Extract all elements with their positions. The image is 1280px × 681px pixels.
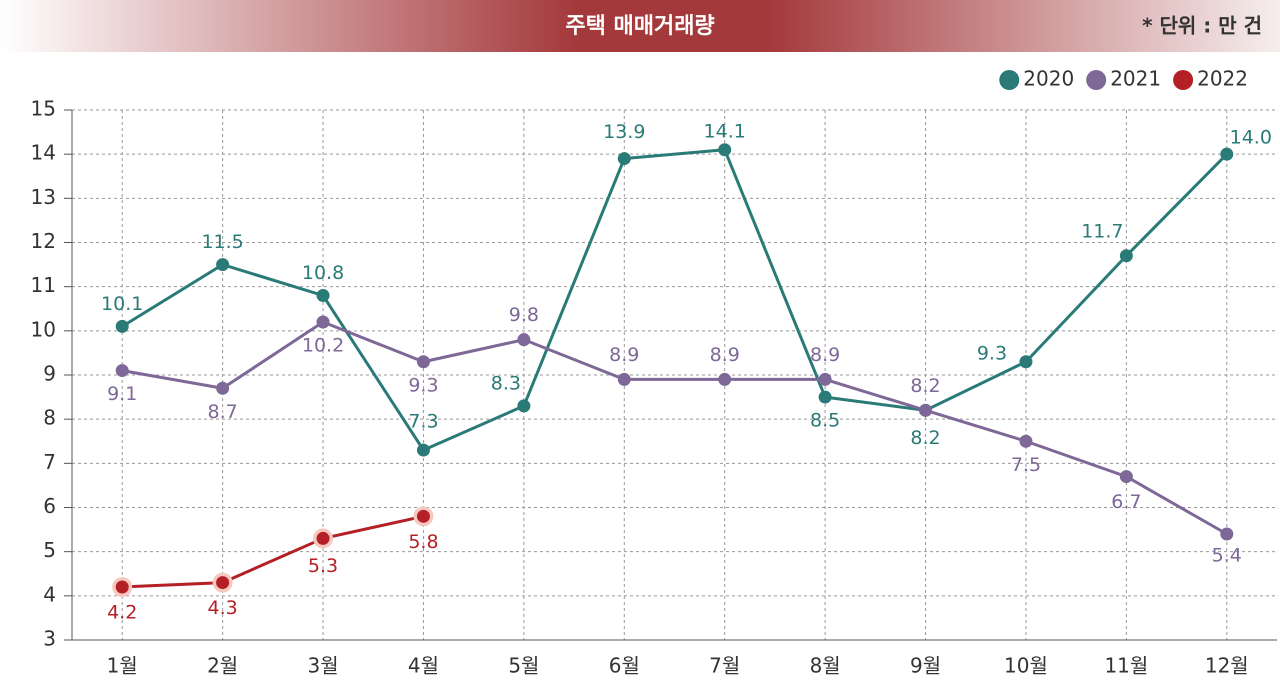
data-label: 14.0 — [1230, 127, 1272, 149]
y-tick-label: 10 — [31, 317, 56, 341]
data-label: 4.2 — [107, 602, 137, 624]
data-label: 8.9 — [609, 344, 639, 366]
legend-marker — [1173, 70, 1194, 90]
data-label: 4.3 — [208, 597, 238, 619]
y-tick-label: 6 — [43, 494, 56, 518]
legend-label: 2020 — [1023, 67, 1074, 91]
marker — [1119, 249, 1133, 263]
data-label: 8.7 — [208, 401, 238, 423]
marker — [115, 364, 129, 378]
marker — [316, 315, 330, 329]
series-line — [122, 514, 424, 589]
data-label: 10.8 — [302, 262, 344, 284]
y-tick-label: 12 — [31, 229, 56, 253]
marker — [818, 372, 832, 386]
y-tick-label: 9 — [43, 362, 56, 386]
data-label: 5.4 — [1212, 545, 1242, 567]
marker — [919, 403, 933, 417]
marker — [316, 531, 330, 545]
y-tick-label: 14 — [31, 141, 56, 165]
data-label: 5.3 — [308, 555, 338, 577]
legend-label: 2022 — [1197, 67, 1248, 91]
data-label: 8.9 — [810, 344, 840, 366]
y-tick-label: 8 — [43, 406, 56, 430]
data-label: 9.3 — [408, 374, 438, 396]
marker — [517, 333, 531, 347]
marker — [617, 372, 631, 386]
marker — [617, 152, 631, 166]
x-tick-label: 4월 — [408, 654, 439, 678]
data-label: 8.9 — [710, 344, 740, 366]
x-tick-label: 12월 — [1205, 654, 1249, 678]
data-label: 6.7 — [1111, 491, 1141, 513]
y-tick-label: 13 — [31, 185, 56, 209]
x-tick-label: 5월 — [508, 654, 539, 678]
marker — [316, 289, 330, 302]
marker — [818, 390, 832, 404]
legend-marker — [1086, 70, 1107, 90]
marker — [718, 143, 732, 157]
marker — [115, 580, 129, 594]
data-label: 11.5 — [201, 231, 243, 253]
marker — [1119, 470, 1133, 484]
data-label: 8.2 — [910, 427, 940, 449]
marker — [1019, 434, 1033, 448]
marker — [1220, 147, 1234, 161]
chart-title: 주택 매매거래량 — [565, 14, 714, 39]
y-tick-label: 3 — [43, 627, 56, 651]
marker — [416, 509, 430, 523]
legend-marker — [999, 70, 1020, 90]
data-label: 7.5 — [1011, 454, 1041, 476]
marker — [718, 372, 732, 386]
unit-note: * 단위 : 만 건 — [1142, 14, 1262, 38]
data-label: 14.1 — [704, 120, 746, 142]
marker — [416, 355, 430, 369]
series-line — [121, 148, 1228, 452]
marker — [216, 381, 230, 395]
y-tick-label: 7 — [43, 450, 56, 474]
data-label: 9.1 — [107, 383, 137, 405]
legend-label: 2021 — [1110, 67, 1161, 91]
data-label: 8.2 — [910, 375, 940, 397]
x-tick-label: 10월 — [1004, 654, 1048, 678]
x-tick-label: 8월 — [810, 654, 841, 678]
data-label: 10.2 — [302, 335, 344, 357]
x-tick-label: 1월 — [107, 654, 138, 678]
header-bar — [0, 0, 1280, 52]
data-label: 11.7 — [1081, 220, 1123, 242]
x-tick-label: 7월 — [709, 654, 740, 678]
data-label: 8.5 — [810, 410, 840, 432]
marker — [1019, 355, 1033, 369]
data-label: 7.3 — [408, 411, 438, 433]
x-tick-label: 9월 — [910, 654, 941, 678]
x-tick-label: 3월 — [307, 654, 338, 678]
data-label: 9.3 — [977, 342, 1007, 364]
data-label: 5.8 — [408, 531, 438, 553]
marker — [216, 576, 230, 590]
y-tick-label: 11 — [31, 273, 56, 297]
marker — [1220, 527, 1234, 541]
y-tick-label: 5 — [43, 538, 56, 562]
x-tick-label: 2월 — [207, 654, 238, 678]
x-tick-label: 11월 — [1104, 654, 1148, 678]
data-label: 9.8 — [509, 304, 539, 326]
y-tick-label: 4 — [43, 582, 56, 606]
data-label: 10.1 — [101, 293, 143, 315]
x-tick-label: 6월 — [609, 654, 640, 678]
marker — [216, 258, 230, 272]
y-tick-label: 15 — [31, 97, 56, 121]
marker — [517, 399, 531, 413]
data-label: 13.9 — [603, 121, 645, 143]
series-line — [121, 320, 1228, 536]
marker — [416, 443, 430, 457]
marker — [115, 319, 129, 333]
data-label: 8.3 — [491, 372, 521, 394]
